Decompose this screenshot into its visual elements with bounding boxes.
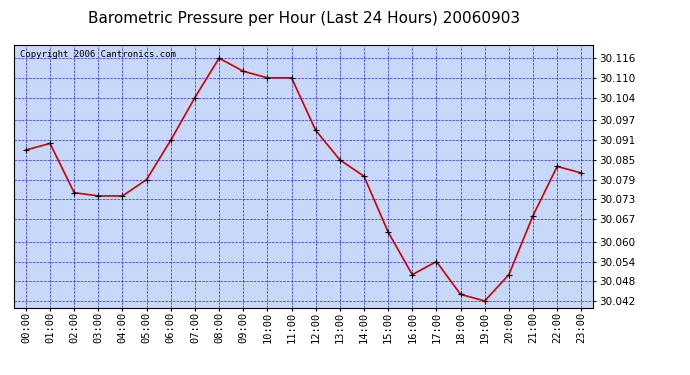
Text: Copyright 2006 Cantronics.com: Copyright 2006 Cantronics.com bbox=[19, 50, 175, 59]
Text: Barometric Pressure per Hour (Last 24 Hours) 20060903: Barometric Pressure per Hour (Last 24 Ho… bbox=[88, 11, 520, 26]
